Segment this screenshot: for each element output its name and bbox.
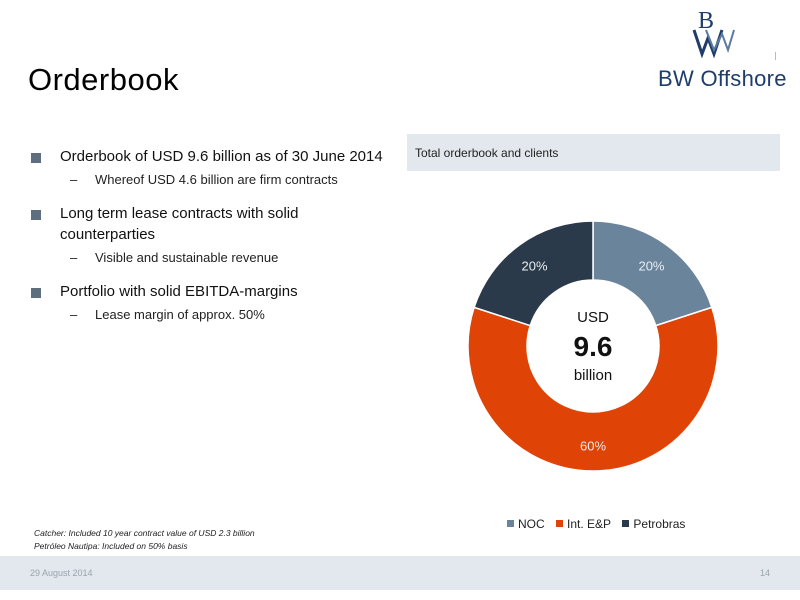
bullet-text: Portfolio with solid EBITDA-margins [60, 283, 298, 300]
footer-bar: 29 August 2014 14 [0, 556, 800, 590]
bullet-text: Long term lease contracts with solid cou… [60, 205, 299, 243]
chart-panel-header: Total orderbook and clients [407, 134, 780, 171]
footer-date: 29 August 2014 [30, 568, 93, 578]
footnote: Petróleo Nautipa: Included on 50% basis [34, 541, 188, 551]
dash-icon: – [70, 172, 78, 187]
sub-bullet-item: – Whereof USD 4.6 billion are firm contr… [30, 171, 390, 189]
orderbook-donut-chart: 20% 60% 20% USD 9.6 billion [407, 171, 780, 551]
center-unit-label: billion [574, 367, 612, 384]
page-title: Orderbook [28, 62, 179, 97]
sub-bullet-text: Visible and sustainable revenue [95, 250, 279, 265]
legend-item: Petrobras [622, 517, 685, 531]
bw-monogram-icon: B [692, 8, 735, 58]
center-value-label: 9.6 [574, 331, 613, 362]
dash-icon: – [70, 307, 78, 322]
page-number: 14 [760, 568, 771, 578]
company-logo: B BW Offshore [650, 6, 787, 96]
center-currency-label: USD [577, 309, 609, 326]
legend-item: NOC [507, 517, 545, 531]
bullet-square-icon [31, 288, 41, 298]
legend-label: NOC [518, 517, 545, 531]
sub-bullet-item: – Lease margin of approx. 50% [30, 306, 390, 324]
legend-swatch-petrobras [622, 520, 630, 527]
bullet-square-icon [31, 210, 41, 220]
bullet-item: Portfolio with solid EBITDA-margins [30, 281, 390, 302]
legend-label: Petrobras [633, 517, 686, 531]
chart-legend: NOC Int. E&P Petrobras [507, 517, 693, 531]
svg-text:B: B [698, 8, 714, 34]
bullet-text: Orderbook of USD 9.6 billion as of 30 Ju… [60, 148, 383, 165]
legend-item: Int. E&P [556, 517, 611, 531]
chart-panel-title: Total orderbook and clients [415, 146, 559, 160]
sub-bullet-item: – Visible and sustainable revenue [30, 249, 390, 267]
logo-divider [775, 52, 776, 60]
slice-int-ep [467, 306, 719, 472]
data-label: 20% [638, 259, 664, 274]
bullet-square-icon [31, 153, 41, 163]
footnotes: Catcher: Included 10 year contract value… [34, 527, 255, 553]
data-label: 60% [580, 439, 606, 454]
data-label: 20% [521, 259, 547, 274]
legend-swatch-noc [507, 520, 514, 527]
footnote: Catcher: Included 10 year contract value… [34, 528, 255, 538]
donut-svg: 20% 60% 20% USD 9.6 billion [467, 220, 719, 472]
legend-label: Int. E&P [567, 517, 612, 531]
dash-icon: – [70, 250, 78, 265]
bullet-item: Orderbook of USD 9.6 billion as of 30 Ju… [30, 146, 390, 167]
slice-petrobras [473, 220, 594, 327]
logo-text: BW Offshore [658, 66, 787, 91]
bullet-item: Long term lease contracts with solid cou… [30, 203, 390, 245]
sub-bullet-text: Whereof USD 4.6 billion are firm contrac… [95, 172, 338, 187]
bullet-list: Orderbook of USD 9.6 billion as of 30 Ju… [30, 146, 390, 338]
legend-swatch-int-ep [556, 520, 564, 527]
sub-bullet-text: Lease margin of approx. 50% [95, 307, 265, 322]
